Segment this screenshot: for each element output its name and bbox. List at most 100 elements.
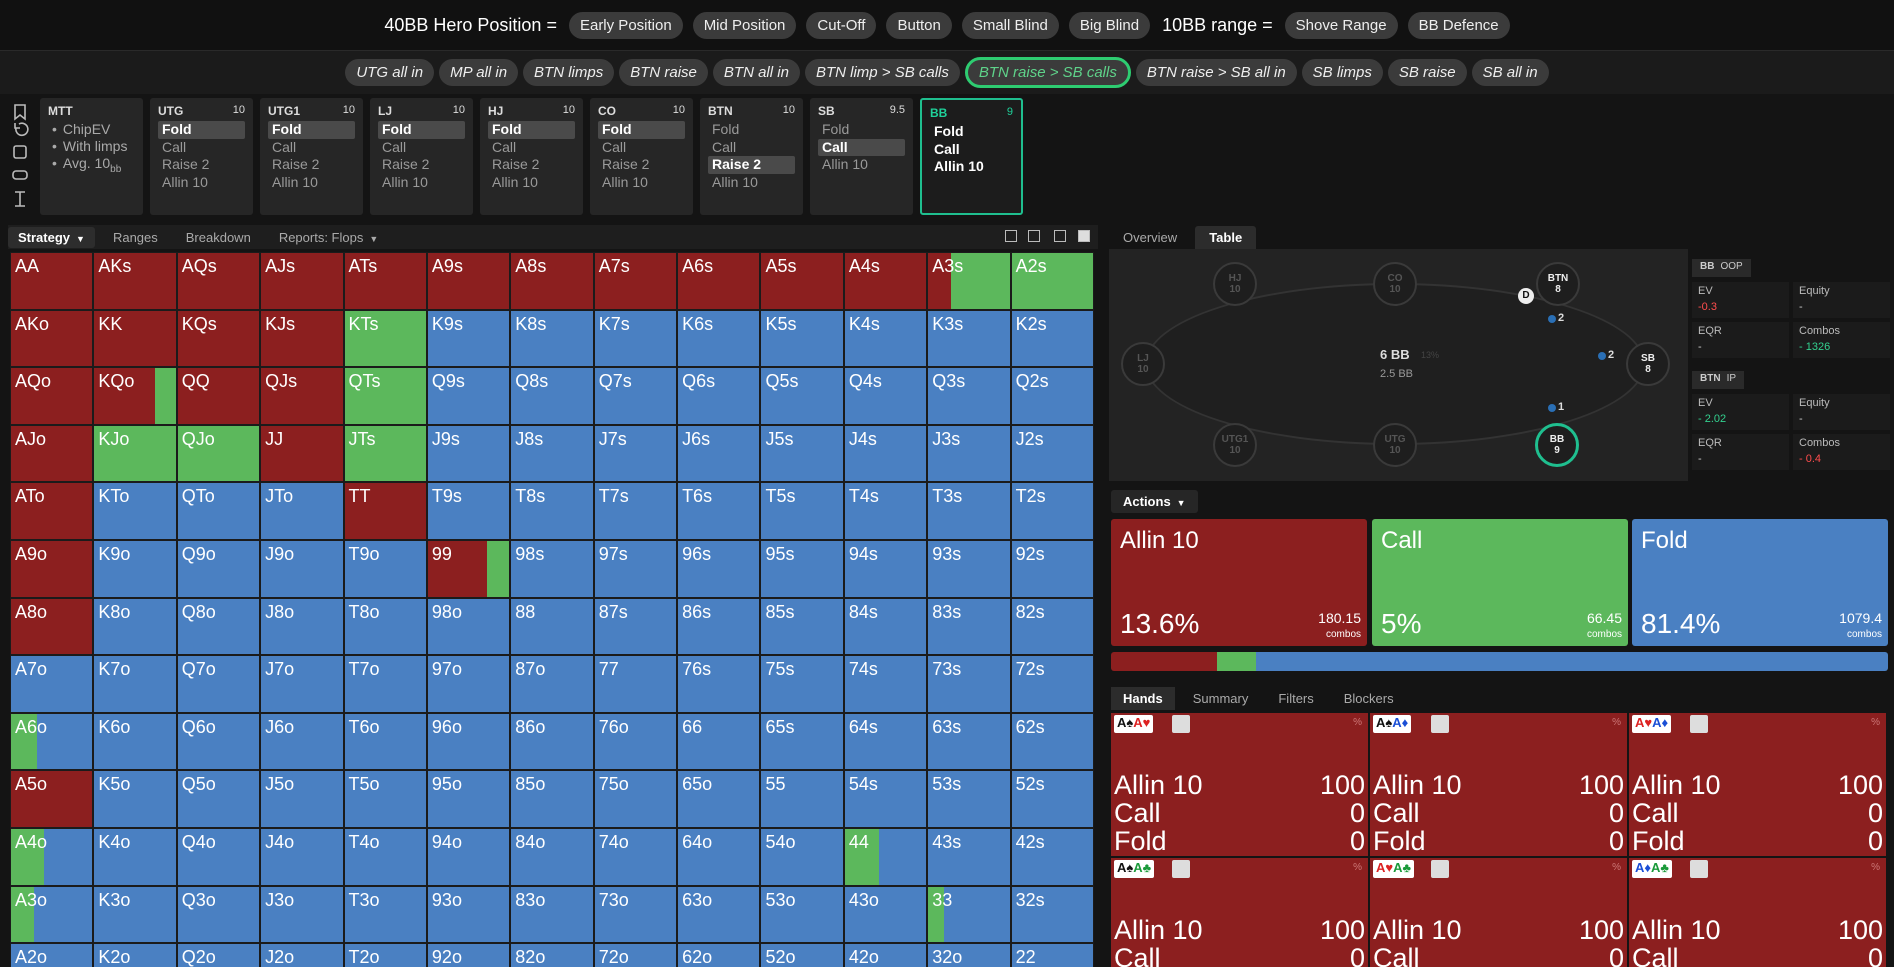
- hand-cell[interactable]: T9s: [426, 482, 511, 540]
- hand-cell[interactable]: JTs: [343, 424, 427, 483]
- scenario-button[interactable]: MP all in: [439, 59, 519, 86]
- hand-cell[interactable]: A7s: [593, 252, 678, 310]
- view-icon[interactable]: [1078, 230, 1090, 242]
- view-tab[interactable]: Overview: [1123, 229, 1178, 245]
- action-box[interactable]: Fold 81.4% 1079.4 combos: [1632, 519, 1888, 646]
- hand-cell[interactable]: J3s: [927, 424, 1011, 483]
- hand-cell[interactable]: T7s: [593, 482, 678, 540]
- hand-cell[interactable]: QQ: [176, 367, 261, 425]
- hand-cell[interactable]: Q3o: [176, 885, 261, 944]
- hand-cell[interactable]: QJo: [176, 424, 261, 483]
- hand-cell[interactable]: 93o: [426, 885, 511, 944]
- hand-cell[interactable]: T4s: [843, 482, 928, 540]
- position-box[interactable]: UTG 10 Fold Call Raise 2 Allin 10: [150, 98, 253, 215]
- scenario-button[interactable]: BTN limps: [523, 59, 615, 86]
- scenario-button[interactable]: UTG all in: [345, 59, 435, 86]
- hand-cell[interactable]: Q8s: [510, 367, 594, 425]
- hand-cell[interactable]: 76o: [593, 712, 678, 771]
- hand-cell[interactable]: 94o: [426, 828, 511, 886]
- range-button[interactable]: Shove Range: [1284, 12, 1398, 39]
- position-action[interactable]: Allin 10: [602, 173, 648, 190]
- mtt-box[interactable]: MTT • ChipEV • With limps • Avg. 10bb: [40, 98, 143, 215]
- action-box[interactable]: Call 5% 66.45 combos: [1372, 519, 1628, 646]
- hand-cell[interactable]: J2s: [1010, 424, 1094, 483]
- hand-cell[interactable]: 97o: [426, 655, 511, 713]
- hand-cell[interactable]: K5o: [93, 770, 177, 828]
- hand-cell[interactable]: 93s: [927, 540, 1011, 598]
- hand-cell[interactable]: Q5o: [176, 770, 261, 828]
- hand-cell[interactable]: 84o: [510, 828, 594, 886]
- hand-cell[interactable]: AJs: [260, 252, 344, 310]
- hand-cell[interactable]: 86s: [677, 597, 761, 656]
- hand-cell[interactable]: A4s: [843, 252, 928, 310]
- hand-cell[interactable]: AKs: [93, 252, 177, 310]
- hand-cell[interactable]: A6s: [677, 252, 761, 310]
- hero-button[interactable]: Button: [886, 12, 952, 39]
- hand-cell[interactable]: 64s: [843, 712, 928, 771]
- hand-cell[interactable]: Q6o: [176, 712, 261, 771]
- position-action[interactable]: Raise 2: [492, 156, 540, 172]
- icon-range[interactable]: [15, 191, 25, 207]
- hand-cell[interactable]: J4o: [260, 828, 344, 886]
- position-action[interactable]: Allin 10: [272, 173, 318, 190]
- hand-cell[interactable]: K2o: [93, 943, 177, 967]
- hand-cell[interactable]: 73s: [927, 655, 1011, 713]
- hand-cell[interactable]: J4s: [843, 424, 928, 483]
- hand-cell[interactable]: T6o: [343, 712, 427, 771]
- hand-cell[interactable]: Q7s: [593, 367, 678, 425]
- hand-cell[interactable]: Q9s: [426, 367, 511, 425]
- hand-card[interactable]: A♥ A♦% Allin 10 100 Call 0 Fold 0: [1629, 713, 1886, 856]
- hand-cell[interactable]: K5s: [760, 309, 844, 368]
- hand-cell[interactable]: 87o: [510, 655, 594, 713]
- hand-cell[interactable]: J7o: [260, 655, 344, 713]
- hand-cell[interactable]: 63o: [677, 885, 761, 944]
- position-action[interactable]: Allin 10: [712, 173, 758, 190]
- hand-cell[interactable]: 94s: [843, 540, 928, 598]
- hand-cell[interactable]: 98s: [510, 540, 594, 598]
- seat[interactable]: SB 8: [1626, 342, 1670, 386]
- hand-cell[interactable]: 43o: [843, 885, 928, 944]
- scenario-button[interactable]: BTN raise: [619, 59, 708, 86]
- hand-cell[interactable]: 92o: [426, 943, 511, 967]
- position-action[interactable]: Call: [492, 138, 517, 155]
- hand-cell[interactable]: 33: [927, 885, 1011, 944]
- hand-cell[interactable]: 52s: [1010, 770, 1094, 828]
- hand-cell[interactable]: Q2o: [176, 943, 261, 967]
- hand-cell[interactable]: AQo: [10, 367, 94, 425]
- hand-cell[interactable]: 84s: [843, 597, 928, 656]
- hand-cell[interactable]: 55: [760, 770, 844, 828]
- hand-cell[interactable]: K7o: [93, 655, 177, 713]
- hand-cell[interactable]: 88: [510, 597, 594, 656]
- position-box[interactable]: BTN 10 Fold Call Raise 2 Allin 10: [700, 98, 803, 215]
- hand-cell[interactable]: T4o: [343, 828, 427, 886]
- hero-button[interactable]: Small Blind: [961, 12, 1059, 39]
- hand-cell[interactable]: KJo: [93, 424, 177, 483]
- hero-button[interactable]: Mid Position: [692, 12, 797, 39]
- hand-cell[interactable]: Q3s: [927, 367, 1011, 425]
- hand-cell[interactable]: 75o: [593, 770, 678, 828]
- hero-button[interactable]: Big Blind: [1068, 12, 1151, 39]
- seat[interactable]: BB 9: [1535, 423, 1579, 467]
- hand-cell[interactable]: 83s: [927, 597, 1011, 656]
- seat[interactable]: CO 10: [1373, 262, 1417, 306]
- hand-cell[interactable]: 74o: [593, 828, 678, 886]
- view-icon[interactable]: [1028, 230, 1040, 242]
- hero-button[interactable]: Early Position: [568, 12, 683, 39]
- view-icon[interactable]: [1054, 230, 1066, 242]
- hand-cell[interactable]: T3s: [927, 482, 1011, 540]
- hands-tab[interactable]: Blockers: [1343, 690, 1394, 706]
- hand-cell[interactable]: K9o: [93, 540, 177, 598]
- position-action[interactable]: Raise 2: [162, 156, 210, 172]
- hand-cell[interactable]: T8s: [510, 482, 594, 540]
- hand-cell[interactable]: T5s: [760, 482, 844, 540]
- hand-card[interactable]: A♦ A♣% Allin 10 100 Call 0: [1629, 858, 1886, 967]
- hand-cell[interactable]: J9s: [426, 424, 511, 483]
- position-box[interactable]: BB 9 Fold Call Allin 10: [920, 98, 1023, 215]
- range-button[interactable]: BB Defence: [1407, 12, 1510, 39]
- hand-cell[interactable]: 63s: [927, 712, 1011, 771]
- hand-cell[interactable]: K3o: [93, 885, 177, 944]
- hands-tab[interactable]: Summary: [1192, 690, 1249, 706]
- hand-cell[interactable]: QTo: [176, 482, 261, 540]
- hand-cell[interactable]: A5o: [10, 770, 94, 828]
- hand-cell[interactable]: A3o: [10, 885, 94, 944]
